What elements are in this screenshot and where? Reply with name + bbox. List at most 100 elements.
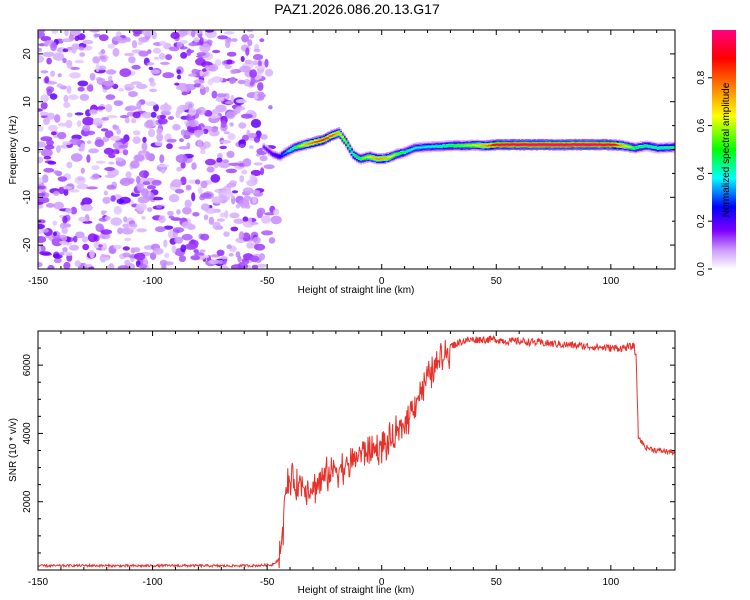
spectrogram-noise-cell [124, 83, 135, 91]
spectrogram-noise-cell [188, 107, 197, 116]
spectrogram-noise-cell [159, 40, 167, 46]
spectrogram-track-cell [379, 157, 383, 160]
spectrogram-noise-cell [202, 68, 207, 72]
spectrogram-track-cell [631, 146, 634, 149]
spectrogram-track-cell [548, 143, 551, 146]
spectrogram-track-cell [550, 143, 553, 146]
spectrogram-track-cell [262, 146, 265, 148]
spectrogram-noise-cell [151, 31, 157, 40]
spectrogram-noise-cell [40, 94, 49, 103]
spectrogram-track-cell [319, 139, 322, 142]
spectrogram-noise-cell [153, 47, 161, 54]
snr-plot-area [38, 331, 675, 570]
spectrogram-noise-cell [38, 203, 44, 209]
spectrogram-noise-cell [43, 167, 55, 173]
spectrogram-noise-cell [211, 90, 218, 99]
spectrogram-noise-cell [230, 95, 235, 102]
y-tick-label: 2000 [22, 490, 33, 513]
spectrogram-track-cell [596, 143, 599, 146]
spectrogram-noise-cell [38, 201, 44, 205]
spectrogram-noise-cell [208, 259, 221, 265]
spectrogram-noise-cell [100, 229, 113, 235]
spectrogram-noise-cell [210, 254, 221, 258]
spectrogram-track-cell [651, 146, 654, 148]
spectrogram-noise-cell [75, 231, 85, 239]
spectrogram-noise-cell [105, 104, 113, 113]
spectrogram-noise-cell [38, 223, 45, 230]
spectrogram-track-cell [462, 144, 465, 147]
spectrogram-track-cell [599, 143, 603, 146]
spectrogram-track-cell [323, 138, 326, 141]
spectrogram-noise-cell [63, 94, 69, 103]
colorbar-gradient [712, 30, 736, 269]
spectrogram-noise-cell [200, 233, 210, 241]
spectrogram-noise-cell [74, 59, 85, 64]
spectrogram-noise-cell [196, 139, 203, 148]
y-tick-label: 20 [22, 48, 33, 60]
spectrogram-noise-cell [65, 251, 73, 256]
spectrogram-noise-cell [79, 52, 85, 57]
spectrogram-noise-cell [188, 42, 198, 47]
spectrogram-y-label: Frequency (Hz) [8, 116, 19, 185]
spectrogram-track-cell [324, 137, 328, 140]
spectrogram-noise-cell [166, 138, 177, 143]
spectrogram-track-cell [482, 144, 485, 147]
spectrogram-noise-cell [222, 159, 230, 164]
spectrogram-noise-cell [257, 60, 262, 68]
spectrogram-noise-cell [179, 138, 184, 143]
spectrogram-noise-cell [108, 263, 115, 269]
spectrogram-noise-cell [226, 182, 237, 188]
spectrogram-noise-cell [134, 252, 146, 261]
spectrogram-noise-cell [264, 58, 269, 68]
spectrogram-noise-cell [179, 46, 188, 50]
spectrogram-noise-cell [239, 175, 245, 183]
x-tick-label: -50 [260, 276, 275, 287]
spectrogram-noise-cell [241, 113, 253, 119]
spectrogram-noise-cell [53, 190, 60, 196]
spectrogram-noise-cell [47, 264, 55, 269]
spectrogram-noise-cell [39, 30, 46, 33]
spectrogram-noise-cell [219, 139, 232, 144]
colorbar-tick-label: 0.6 [696, 118, 707, 132]
spectrogram-track-cell [488, 144, 491, 147]
spectrogram-noise-cell [218, 259, 224, 265]
spectrogram-noise-cell [252, 236, 261, 244]
spectrogram-noise-cell [160, 61, 170, 65]
spectrogram-noise-cell [116, 128, 121, 135]
spectrogram-noise-cell [228, 253, 234, 257]
spectrogram-noise-cell [136, 101, 142, 110]
spectrogram-noise-cell [128, 91, 138, 98]
spectrogram-track-cell [515, 144, 518, 146]
spectrogram-track-cell [310, 142, 313, 145]
spectrogram-track-cell [411, 148, 414, 151]
spectrogram-noise-cell [89, 249, 95, 259]
spectrogram-noise-cell [253, 48, 261, 53]
spectrogram-x-label: Height of straight line (km) [298, 285, 415, 296]
spectrogram-noise-cell [256, 93, 267, 98]
spectrogram-noise-cell [150, 111, 157, 118]
spectrogram-track-cell [315, 140, 319, 143]
spectrogram-noise-cell [261, 215, 271, 224]
spectrogram-track-cell [491, 144, 495, 146]
spectrogram-noise-cell [65, 119, 73, 129]
spectrogram-noise-cell [241, 34, 250, 43]
spectrogram-noise-cell [202, 128, 209, 134]
spectrogram-track-cell [423, 146, 427, 149]
spectrogram-noise-cell [160, 110, 171, 116]
spectrogram-track-cell [570, 143, 573, 146]
spectrogram-noise-cell [78, 46, 85, 51]
spectrogram-track-cell [486, 144, 489, 147]
spectrogram-noise-cell [166, 143, 173, 150]
spectrogram-noise-cell [62, 57, 67, 64]
spectrogram-noise-cell [164, 102, 168, 110]
spectrogram-noise-cell [118, 88, 125, 92]
spectrogram-noise-cell [162, 72, 175, 79]
spectrogram-noise-cell [103, 147, 114, 155]
spectrogram-track-cell [466, 144, 469, 147]
spectrogram-noise-cell [116, 198, 125, 205]
spectrogram-track-cell [495, 143, 498, 146]
spectrogram-track-cell [455, 144, 458, 147]
spectrogram-noise-cell [156, 128, 163, 135]
spectrogram-noise-cell [216, 218, 225, 222]
spectrogram-track-cell [392, 154, 396, 157]
